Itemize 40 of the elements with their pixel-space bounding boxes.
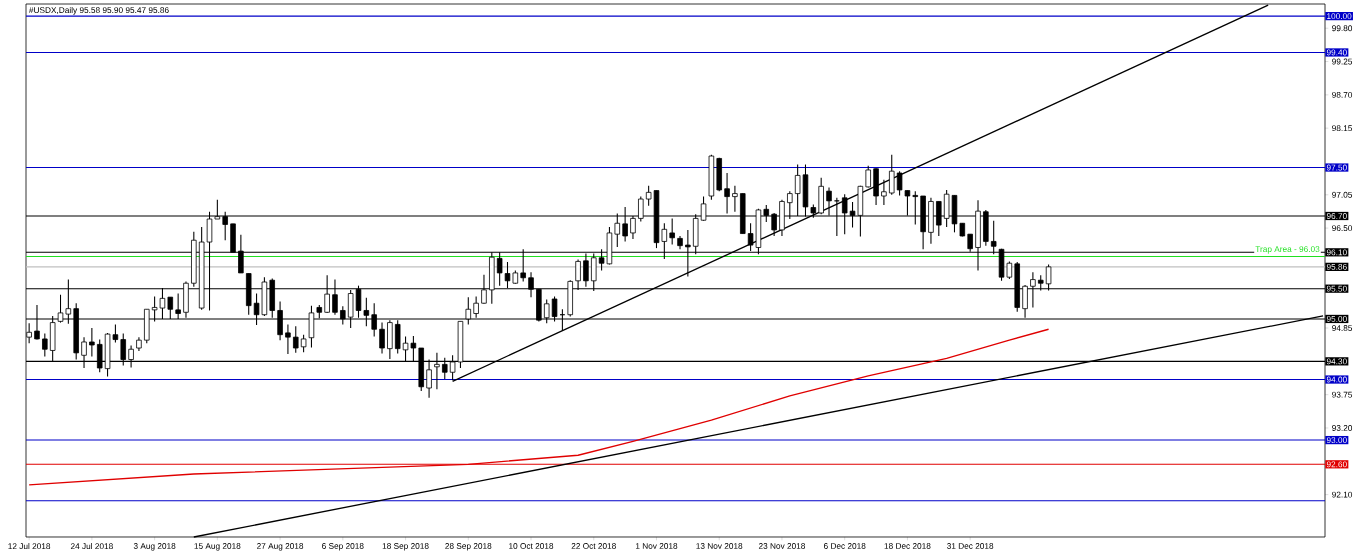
x-tick-label: 6 Dec 2018 [823, 543, 866, 549]
y-tick-label: 99.80 [1332, 25, 1353, 32]
x-tick-label: 1 Nov 2018 [635, 543, 678, 549]
x-tick-label: 10 Oct 2018 [509, 543, 554, 549]
x-tick-label: 12 Jul 2018 [8, 543, 51, 550]
ref-line-label: 94.00 [1326, 376, 1347, 383]
chart-title: #USDX,Daily 95.58 95.90 95.47 95.86 [28, 6, 169, 15]
ref-line-label: 95.50 [1326, 285, 1347, 292]
y-tick-label: 97.05 [1332, 191, 1353, 198]
x-tick-label: 13 Nov 2018 [696, 543, 743, 549]
y-tick-label: 94.85 [1332, 325, 1353, 331]
ref-line-label: 94.30 [1326, 358, 1347, 365]
ref-line-label: 99.40 [1326, 49, 1347, 56]
y-tick-label: 96.50 [1332, 225, 1353, 232]
ref-line-label: 100.00 [1327, 13, 1352, 20]
y-tick-label: 98.15 [1332, 125, 1353, 132]
y-tick-label: 99.25 [1332, 58, 1353, 65]
x-tick-label: 3 Aug 2018 [133, 543, 176, 551]
ref-line-label: 95.86 [1326, 263, 1347, 270]
x-tick-label: 24 Jul 2018 [70, 543, 113, 550]
x-tick-label: 27 Aug 2018 [257, 543, 304, 551]
y-tick-label: 92.10 [1332, 491, 1353, 498]
ref-line-label: 96.10 [1326, 249, 1347, 256]
ref-line-label: 95.00 [1326, 316, 1347, 322]
x-tick-label: 28 Sep 2018 [445, 543, 492, 551]
y-tick-label: 93.75 [1332, 391, 1353, 398]
ref-line-label: 97.50 [1326, 164, 1347, 171]
x-tick-label: 22 Oct 2018 [571, 543, 616, 549]
ref-line-label: 93.00 [1326, 437, 1347, 444]
ref-line-label: 96.70 [1326, 213, 1347, 219]
annotation: Trap Area - 96.03 [1255, 246, 1320, 254]
x-tick-label: 6 Sep 2018 [322, 543, 364, 551]
ref-line-label: 92.60 [1326, 461, 1347, 468]
x-tick-label: 23 Nov 2018 [758, 543, 806, 549]
x-tick-label: 15 Aug 2018 [194, 543, 241, 551]
x-tick-label: 18 Dec 2018 [884, 543, 931, 549]
x-tick-label: 18 Sep 2018 [382, 543, 429, 551]
y-tick-label: 93.20 [1332, 425, 1353, 431]
x-tick-label: 31 Dec 2018 [947, 543, 994, 549]
y-tick-label: 98.70 [1332, 91, 1353, 98]
